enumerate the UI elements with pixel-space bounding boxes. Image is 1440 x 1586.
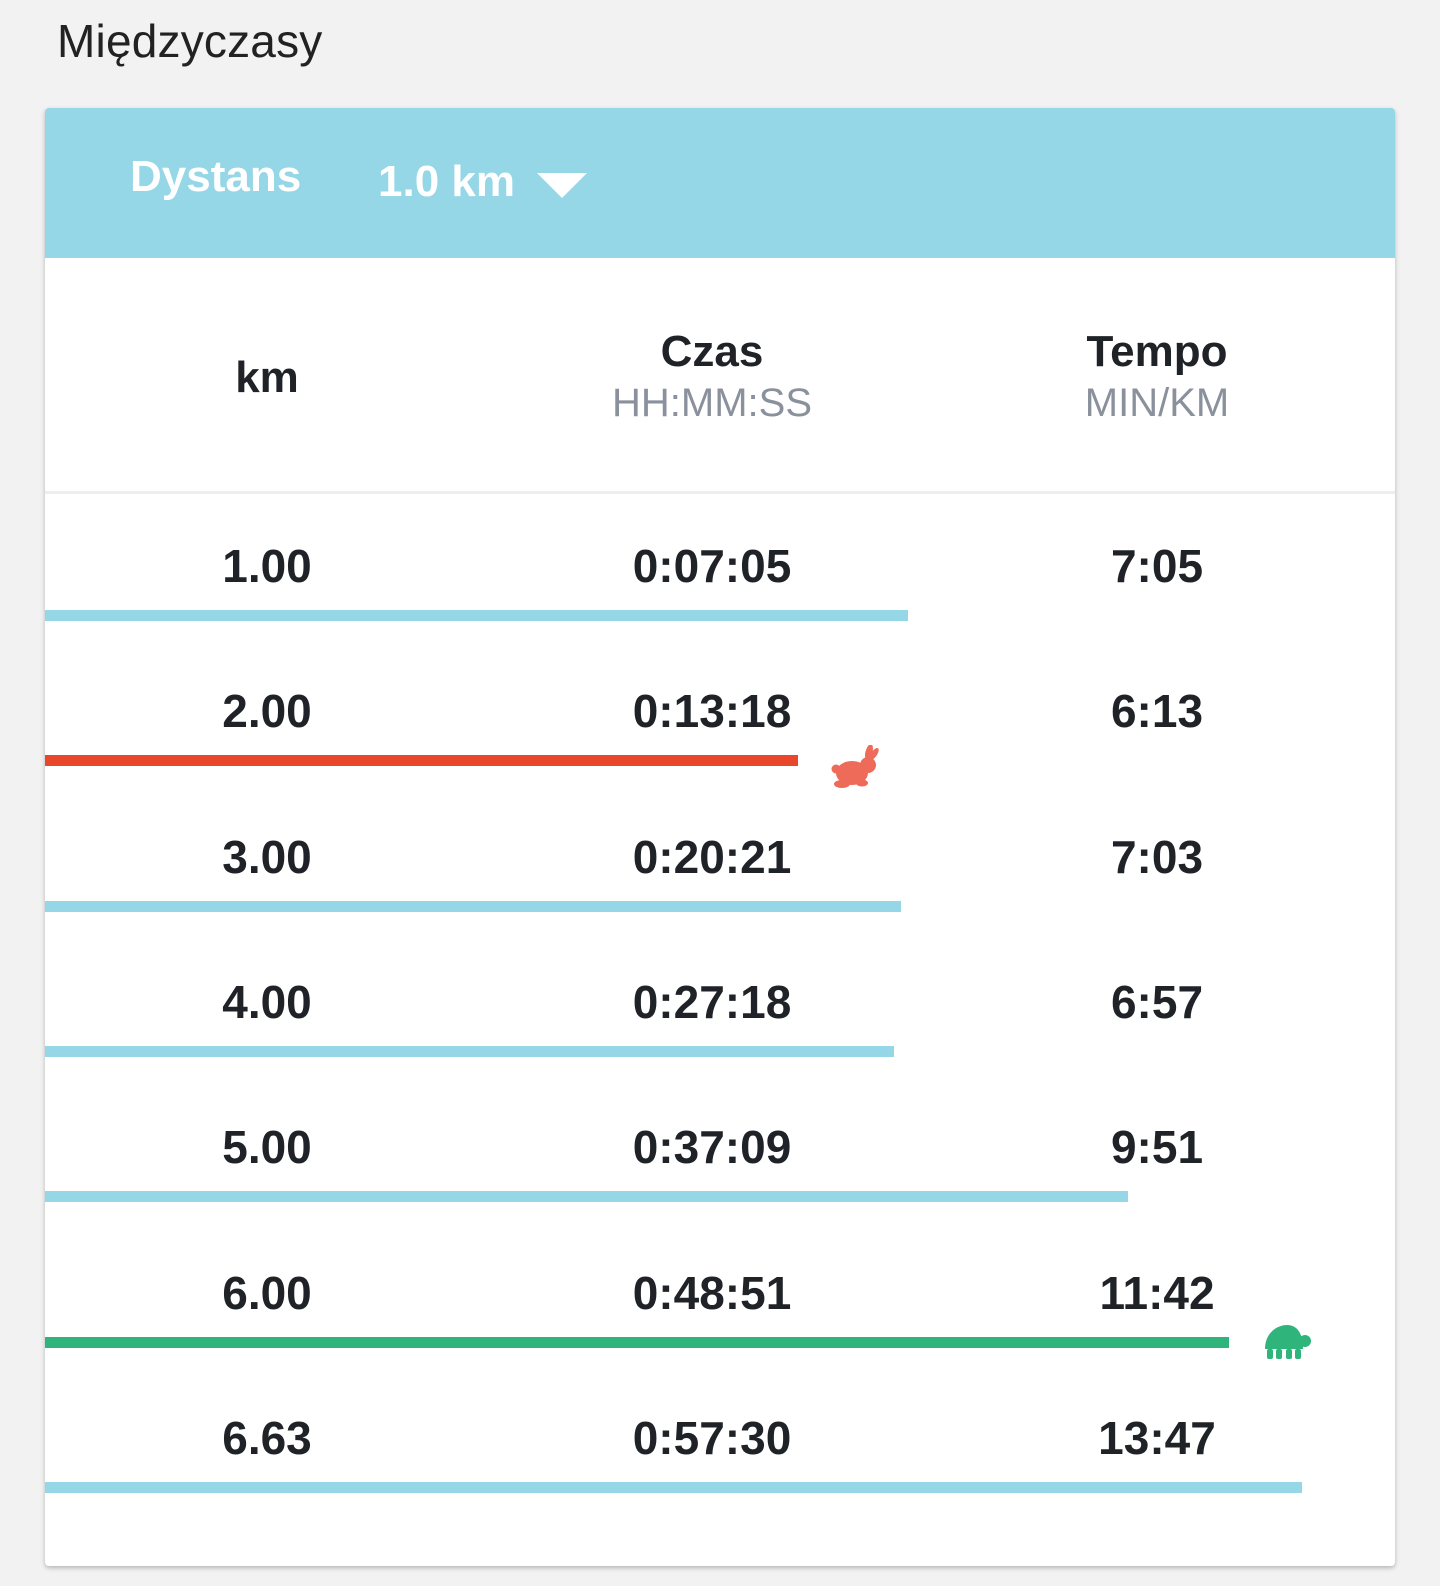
pace-bar-slowest <box>45 1336 1229 1348</box>
split-time: 0:57:30 <box>632 1411 792 1464</box>
pace-bar <box>45 610 908 621</box>
column-title-pace: Tempo <box>1086 327 1228 376</box>
column-header-km: km <box>167 352 367 404</box>
split-time: 0:48:51 <box>632 1266 792 1319</box>
split-row: 5.00 0:37:09 9:51 <box>45 1093 1395 1238</box>
split-pace: 9:51 <box>1110 1121 1204 1174</box>
split-time: 0:20:21 <box>632 830 792 883</box>
split-time: 0:37:09 <box>632 1121 792 1174</box>
split-row: 6.63 0:57:30 13:47 <box>45 1384 1395 1529</box>
split-pace: 13:47 <box>1098 1411 1216 1464</box>
chevron-down-icon[interactable] <box>536 172 587 198</box>
distance-value[interactable]: 1.0 km <box>378 157 515 206</box>
pace-bar <box>45 900 901 912</box>
pace-bar <box>45 1191 1128 1203</box>
split-km: 5.00 <box>222 1121 312 1174</box>
pace-bar-fastest <box>45 755 798 767</box>
split-row: 4.00 0:27:18 6:57 <box>45 948 1395 1093</box>
header-divider <box>45 491 1395 494</box>
column-header-pace: Tempo MIN/KM <box>1007 326 1307 428</box>
split-time: 0:27:18 <box>632 975 792 1028</box>
section-title: Międzyczasy <box>57 15 323 67</box>
split-km: 1.00 <box>222 540 312 592</box>
split-pace: 7:05 <box>1110 540 1204 592</box>
column-unit-time: HH:MM:SS <box>612 381 812 425</box>
split-km: 3.00 <box>222 830 312 883</box>
split-km: 6.63 <box>222 1411 312 1464</box>
distance-dropdown[interactable]: 1.0 km <box>378 152 587 212</box>
column-title-time: Czas <box>660 327 764 376</box>
split-time: 0:13:18 <box>632 685 792 738</box>
column-unit-pace: MIN/KM <box>1084 381 1230 425</box>
splits-card: Dystans 1.0 km km Czas HH:MM:SS Tempo MI… <box>45 108 1395 1566</box>
column-header-time: Czas HH:MM:SS <box>562 326 862 428</box>
split-pace: 11:42 <box>1099 1266 1215 1319</box>
turtle-icon <box>1261 1319 1311 1365</box>
split-row: 6.00 0:48:51 11:42 <box>45 1239 1395 1384</box>
split-row: 2.00 0:13:18 6:13 <box>45 657 1395 802</box>
split-row: 3.00 0:20:21 7:03 <box>45 803 1395 948</box>
split-pace: 6:57 <box>1110 975 1204 1028</box>
pace-bar <box>45 1481 1302 1493</box>
split-km: 6.00 <box>222 1266 312 1319</box>
split-row: 1.00 0:07:05 7:05 <box>45 512 1395 657</box>
pace-bar <box>45 1045 894 1057</box>
splits-header: Dystans 1.0 km <box>45 108 1395 258</box>
split-pace: 6:13 <box>1110 685 1204 738</box>
column-title-km: km <box>235 353 299 402</box>
split-pace: 7:03 <box>1110 830 1204 883</box>
split-km: 2.00 <box>222 685 312 738</box>
split-time: 0:07:05 <box>632 540 792 592</box>
split-km: 4.00 <box>222 975 312 1028</box>
distance-label: Dystans <box>130 152 302 201</box>
rabbit-icon <box>830 744 880 791</box>
